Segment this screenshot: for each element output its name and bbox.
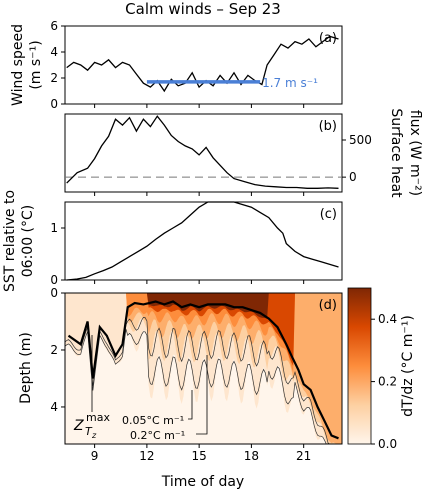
contour-line (65, 329, 342, 444)
ylabel-c-top: SST relative to (2, 190, 18, 292)
ylabel-a-top: Wind speed (10, 24, 26, 106)
contour-leader-2 (196, 355, 208, 435)
x-axis-label: Time of day (161, 474, 244, 490)
y-tick-label: 2 (50, 343, 58, 357)
y-tick-label: 4 (50, 400, 58, 414)
panel-label-d: (d) (319, 298, 337, 313)
zmax-label: Z (73, 418, 84, 434)
heatmap-band (65, 293, 342, 444)
panel-c: (c) SST relative to 06:00 (°C) (2, 190, 343, 292)
ylabel-a-bottom: (m s⁻¹) (28, 40, 44, 89)
ylabel-c-bottom: 06:00 (°C) (20, 205, 36, 278)
colorbar-tick-label: 0.2 (378, 375, 397, 389)
panel-a: (a) Wind speed (m s⁻¹) (10, 24, 343, 106)
y-tick-label: 2 (50, 71, 58, 85)
panel-b: (b) Surface heat flux (W m⁻²) (64, 108, 423, 198)
y-tick-label: 0 (50, 286, 58, 300)
zmax-label-sup: max (86, 411, 110, 424)
y-tick-label: 6 (50, 19, 58, 33)
series-line (66, 35, 339, 93)
ylabel-b-top: Surface heat (388, 108, 404, 198)
ylabel-b-bottom: flux (W m⁻²) (407, 110, 423, 196)
panel-label-b: (b) (319, 119, 337, 134)
y-tick-label: 1 (50, 221, 58, 235)
x-tick-label: 18 (244, 449, 259, 463)
y-tick-label: 0 (50, 273, 58, 287)
contour-label-005: 0.05°C m⁻¹ (122, 414, 184, 427)
panel-d: (d) Depth (m) (18, 292, 343, 445)
series-line (66, 115, 339, 189)
heatmap-band (65, 293, 342, 366)
mean-wind-label: 1.7 m s⁻¹ (262, 76, 318, 90)
colorbar-tick-label: 0.0 (378, 437, 397, 451)
colorbar: dT/dz (°C m⁻¹) (347, 287, 416, 445)
panel-label-c: (c) (320, 207, 337, 222)
zmax-label-sub: T (85, 425, 93, 438)
x-tick-label: 12 (139, 449, 154, 463)
x-tick-label: 15 (192, 449, 207, 463)
zmax-line (67, 300, 339, 440)
chart-title: Calm winds – Sep 23 (125, 0, 281, 18)
colorbar-label: dT/dz (°C m⁻¹) (400, 315, 416, 417)
heatmap-layer (65, 293, 342, 444)
y-tick-label: 0 (50, 97, 58, 111)
contour-line (65, 317, 342, 444)
series-line (66, 201, 339, 281)
x-tick-label: 9 (91, 449, 99, 463)
y-tick-label: 4 (50, 45, 58, 59)
y-tick-label: 0 (349, 170, 357, 184)
ylabel-d: Depth (m) (18, 332, 34, 404)
contour-label-02: 0.2°C m⁻¹ (130, 429, 185, 442)
zmax-label-subsub: z (91, 431, 97, 440)
y-tick-label: 500 (349, 133, 372, 147)
contour-leader-1 (188, 390, 193, 420)
x-tick-label: 21 (296, 449, 311, 463)
colorbar-tick-label: 0.4 (378, 312, 397, 326)
